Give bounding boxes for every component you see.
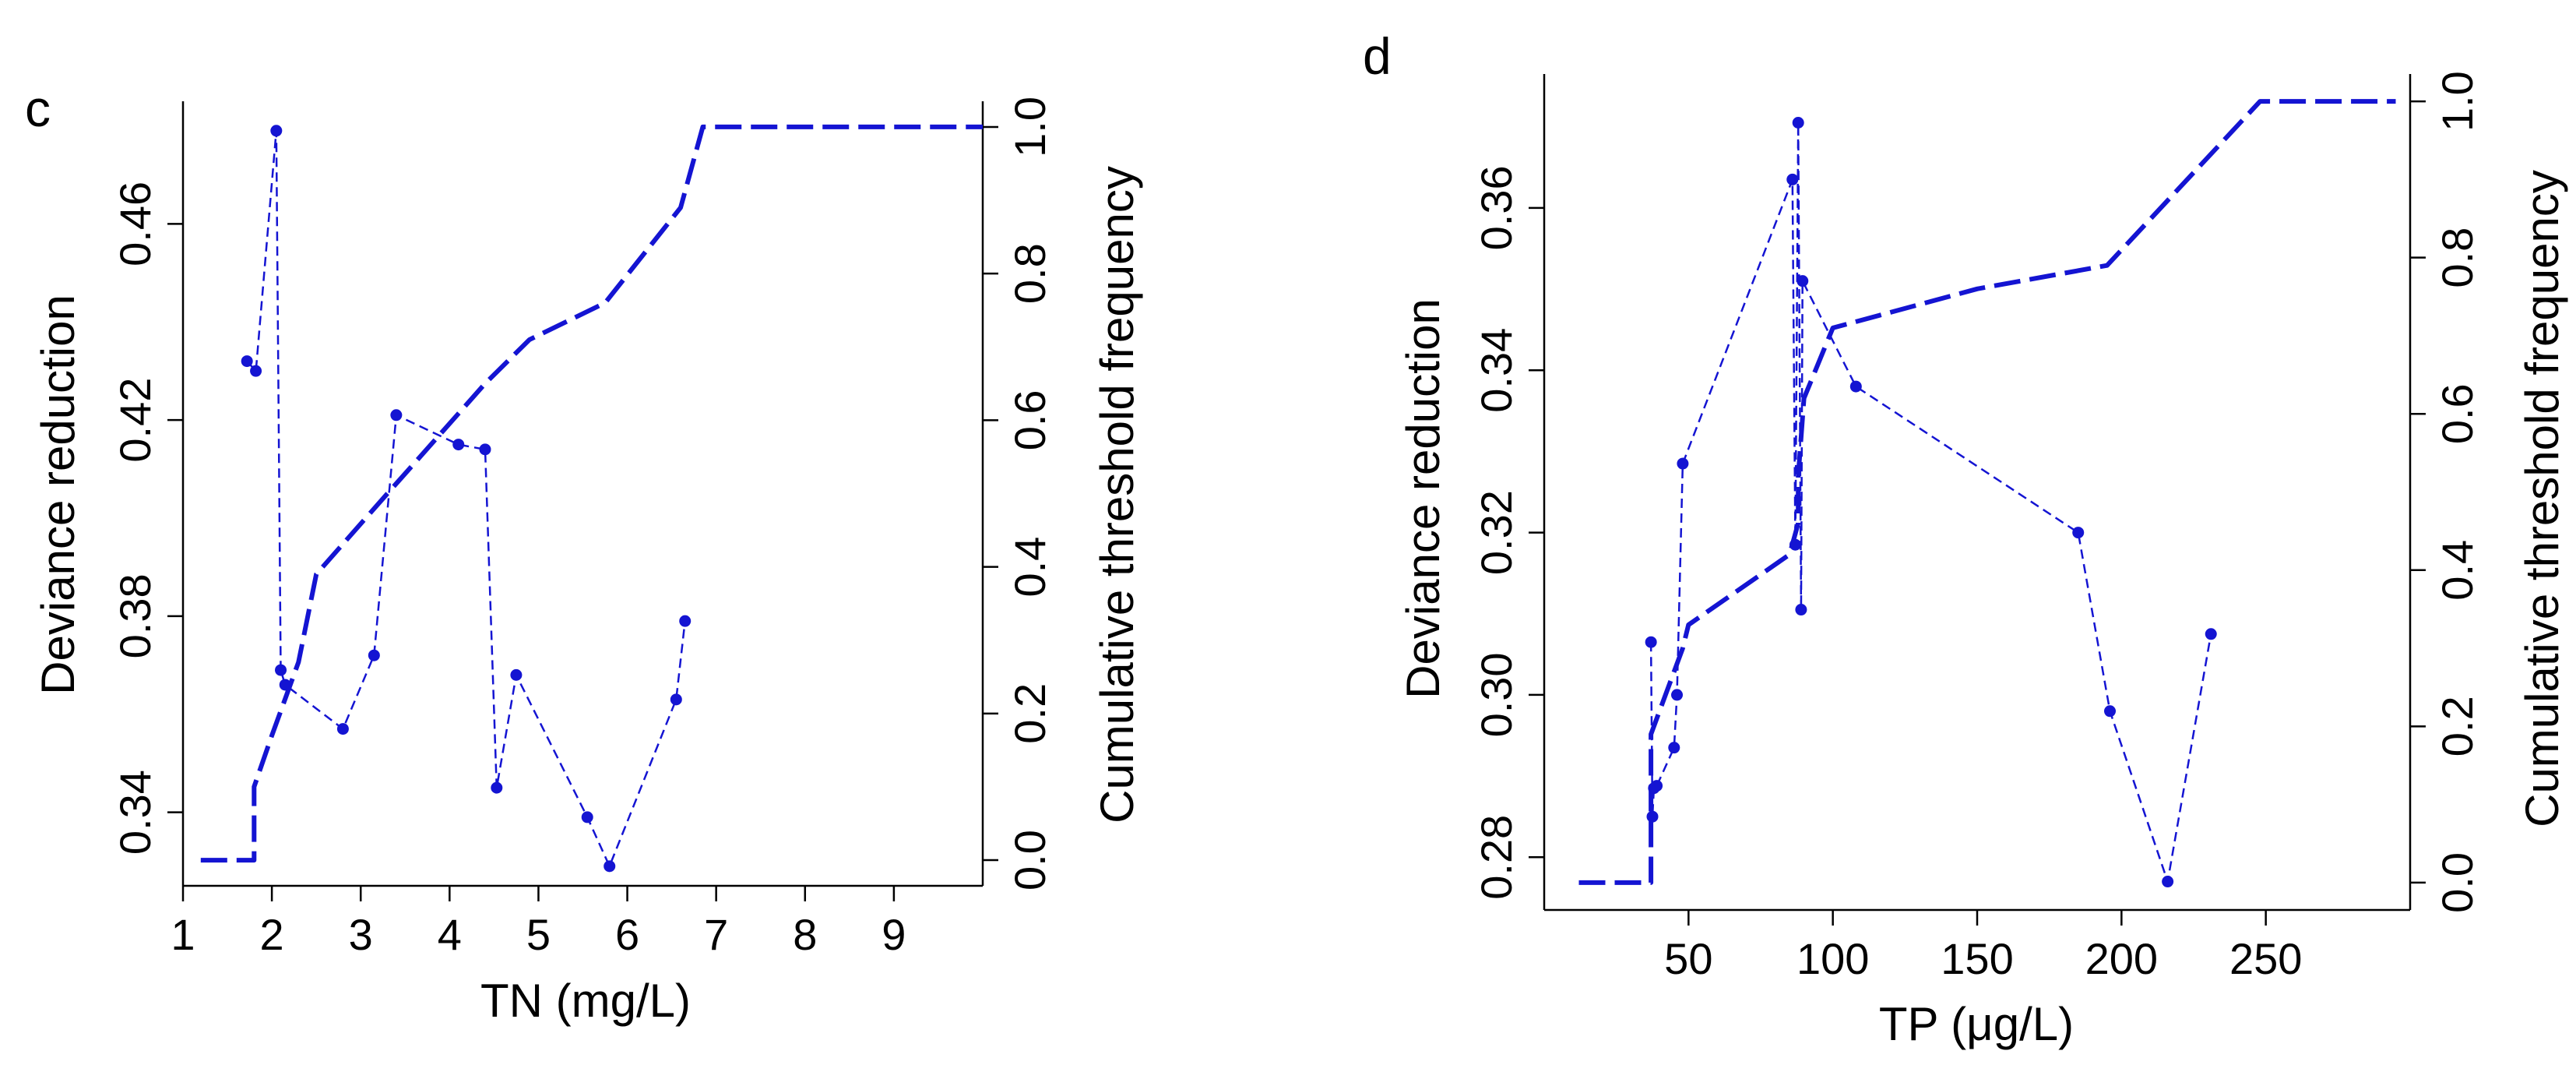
panel-d-deviance-point [1795, 604, 1807, 616]
panel-d-y2-tick-label: 0.6 [2433, 383, 2482, 444]
panel-d-y-tick-label: 0.36 [1472, 165, 1521, 250]
panel-d-x-tick-label: 250 [2229, 934, 2302, 983]
panel-c: c TN (mg/L) Deviance reduction Cumulativ… [25, 79, 1143, 1027]
panel-c-y-axis-title: Deviance reduction [32, 294, 84, 695]
panel-c-x-tick-label: 7 [704, 910, 728, 959]
panel-d-x-tick-label: 150 [1941, 934, 2013, 983]
panel-c-x-ticks: 1 2 3 4 5 6 7 8 9 [171, 886, 906, 959]
panel-d-x-tick-label: 200 [2085, 934, 2158, 983]
panel-d-y-ticks: 0.28 0.30 0.32 0.34 0.36 [1472, 165, 1544, 900]
panel-c-cumulative-frequency-line [200, 124, 983, 863]
panel-d-x-ticks: 50 100 150 200 250 [1664, 910, 2302, 983]
panel-c-deviance-point [368, 649, 380, 661]
panel-c-y2-tick-label: 1.0 [1005, 97, 1054, 157]
panel-d-deviance-point [1651, 780, 1663, 792]
panel-d-x-tick-label: 100 [1797, 934, 1869, 983]
panel-d-cumulative-frequency-line [1578, 99, 2396, 885]
panel-c-y-tick-label: 0.38 [111, 573, 160, 658]
panel-d-deviance-point [2205, 628, 2217, 640]
panel-c-deviance-point [604, 860, 616, 873]
panel-c-y2-axis-title: Cumulative threshold frequency [1091, 166, 1143, 823]
panel-c-x-axis-title: TN (mg/L) [480, 975, 691, 1027]
panel-d-x-axis-title: TP (μg/L) [1879, 998, 2074, 1050]
panel-c-label: c [25, 79, 51, 137]
panel-d-deviance-point [1677, 457, 1689, 470]
panel-c-y-tick-label: 0.46 [111, 182, 160, 266]
panel-c-y2-tick-label: 0.6 [1005, 390, 1054, 450]
panel-d-y-tick-label: 0.32 [1472, 490, 1521, 575]
panel-c-x-tick-label: 1 [171, 910, 195, 959]
panel-d-deviance-reduction-line [1649, 122, 2212, 882]
panel-c-x-tick-label: 4 [438, 910, 462, 959]
panel-c-y-tick-label: 0.42 [111, 378, 160, 463]
panel-c-x-tick-label: 2 [260, 910, 284, 959]
panel-c-y2-tick-label: 0.2 [1005, 683, 1054, 744]
panel-d-deviance-point [1792, 117, 1804, 129]
panel-c-y2-ticks: 0.0 0.2 0.4 0.6 0.8 1.0 [983, 97, 1054, 890]
panel-d-y-tick-label: 0.34 [1472, 328, 1521, 413]
panel-d-y-axis-title: Deviance reduction [1397, 298, 1449, 699]
panel-c-deviance-point [670, 693, 682, 706]
panel-c-x-tick-label: 6 [615, 910, 639, 959]
panel-c-deviance-point [581, 811, 593, 823]
panel-c-deviance-point [491, 781, 503, 794]
panel-c-y2-tick-label: 0.8 [1005, 243, 1054, 304]
panel-d-y-tick-label: 0.28 [1472, 815, 1521, 900]
panel-c-deviance-point [241, 355, 253, 368]
panel-c-deviance-point [250, 365, 262, 377]
panel-c-x-tick-label: 3 [349, 910, 373, 959]
panel-c-deviance-point [336, 723, 349, 735]
panel-d-deviance-point [2104, 705, 2117, 718]
panel-d-y2-tick-label: 0.2 [2433, 696, 2482, 756]
panel-c-x-tick-label: 9 [882, 910, 906, 959]
panel-c-y-ticks: 0.34 0.38 0.42 0.46 [111, 182, 183, 855]
panel-d-y-tick-label: 0.30 [1472, 652, 1521, 737]
panel-c-deviance-point [275, 664, 287, 676]
panel-c-deviance-point [452, 439, 465, 451]
panel-c-deviance-point [270, 125, 283, 137]
panel-d-y2-tick-label: 0.8 [2433, 227, 2482, 288]
panel-d: d TP (μg/L) Deviance reduction Cumulativ… [1363, 27, 2568, 1050]
panel-d-y2-tick-label: 0.0 [2433, 852, 2482, 913]
panel-d-deviance-point [1671, 689, 1684, 701]
panel-c-series [200, 124, 983, 873]
panel-d-y2-ticks: 0.0 0.2 0.4 0.6 0.8 1.0 [2410, 71, 2482, 913]
panel-c-deviance-point [390, 409, 403, 421]
panel-d-y2-tick-label: 1.0 [2433, 71, 2482, 132]
panel-d-deviance-point [1797, 275, 1809, 287]
panel-d-deviance-point [1645, 636, 1657, 648]
panel-d-deviance-point [2072, 527, 2085, 539]
panel-d-y2-axis-title: Cumulative threshold frequency [2516, 170, 2568, 827]
panel-c-y2-tick-label: 0.0 [1005, 830, 1054, 890]
panel-d-deviance-point [1668, 742, 1680, 754]
panel-c-deviance-point [510, 668, 523, 681]
panel-c-deviance-reduction-line [246, 130, 686, 869]
panel-d-deviance-point [1646, 810, 1659, 823]
panel-c-deviance-point [679, 615, 692, 627]
panel-d-deviance-point [1849, 380, 1862, 393]
panel-d-y2-tick-label: 0.4 [2433, 540, 2482, 601]
panel-c-x-tick-label: 5 [526, 910, 551, 959]
panel-c-y-tick-label: 0.34 [111, 770, 160, 855]
panel-c-deviance-point [479, 443, 491, 456]
panel-c-y2-tick-label: 0.4 [1005, 537, 1054, 598]
panel-d-series [1578, 99, 2396, 888]
panel-c-x-tick-label: 8 [793, 910, 817, 959]
panel-d-x-tick-label: 50 [1664, 934, 1712, 983]
panel-d-deviance-point [2162, 876, 2174, 888]
panel-d-label: d [1363, 27, 1392, 85]
panel-d-deviance-point [1786, 173, 1799, 185]
